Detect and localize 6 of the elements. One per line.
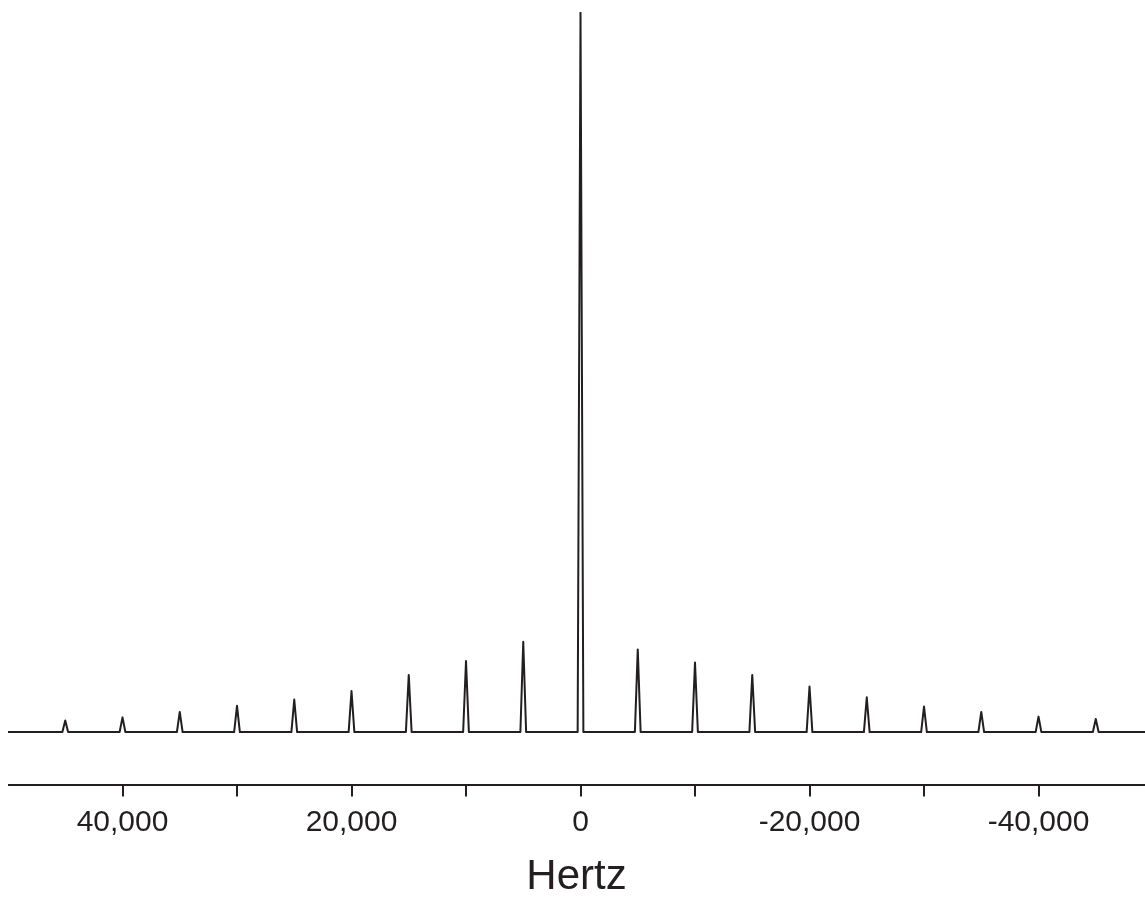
x-tick-label: 20,000: [305, 803, 398, 837]
x-tick-label: 0: [572, 803, 589, 837]
x-axis-title: Hertz: [526, 851, 627, 899]
x-tick-label: -40,000: [987, 803, 1090, 837]
x-tick-label: -20,000: [758, 803, 861, 837]
x-tick-label: 40,000: [76, 803, 169, 837]
